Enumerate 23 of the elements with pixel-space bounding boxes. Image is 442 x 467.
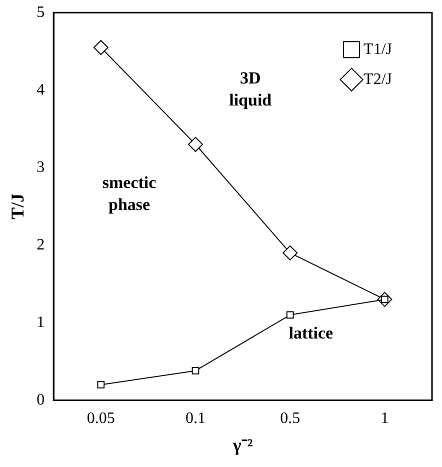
y-tick-label: 2 <box>36 236 45 254</box>
point <box>286 311 294 319</box>
x-tick-label: 1 <box>380 410 389 428</box>
y-tick-label: 3 <box>36 158 45 176</box>
x-tick-label: 0.5 <box>280 410 300 428</box>
legend-label: T1/J <box>364 40 392 58</box>
y-axis-title: T/J <box>7 193 28 220</box>
legend-label: T2/J <box>364 70 392 88</box>
y-tick-label: 0 <box>36 391 45 408</box>
point <box>282 245 298 260</box>
x-tick-label: 0.1 <box>186 410 206 428</box>
y-tick-label: 1 <box>36 314 45 331</box>
point <box>97 381 105 388</box>
annotation: lattice <box>288 324 334 343</box>
x-axis-title: γ⁻² <box>232 434 253 455</box>
point <box>93 40 108 55</box>
y-tick-label: 4 <box>36 81 45 98</box>
point <box>192 367 200 374</box>
y-tick-label: 5 <box>36 4 45 21</box>
annotation: smectic phase <box>102 173 157 214</box>
x-tick-label: 0.05 <box>86 410 115 428</box>
annotation: 3D liquid <box>229 68 272 110</box>
point <box>188 136 203 152</box>
